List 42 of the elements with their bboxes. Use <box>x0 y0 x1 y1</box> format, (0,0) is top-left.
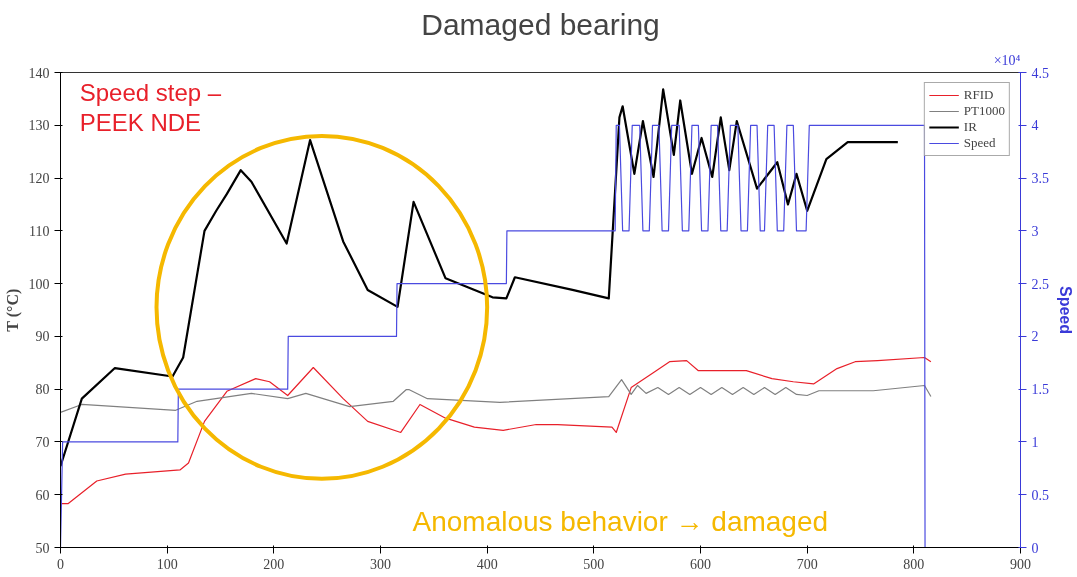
y2-tick-label: 3 <box>1031 223 1039 239</box>
y2-tick-label: 2 <box>1031 329 1039 345</box>
legend-label: PT1000 <box>963 103 1005 119</box>
y2-tick-label: 3.5 <box>1031 171 1049 187</box>
legend-label: IR <box>963 119 978 135</box>
y-tick-label: 60 <box>35 487 50 503</box>
y2-tick-label: 1 <box>1031 434 1039 450</box>
y-tick-label: 130 <box>28 118 50 134</box>
x-tick-label: 300 <box>370 556 391 572</box>
x-tick-label: 400 <box>476 556 498 572</box>
y-tick-label: 80 <box>35 382 50 398</box>
y-tick-label: 90 <box>35 329 50 345</box>
y2-tick-label: 1.5 <box>1031 382 1049 398</box>
x-tick-label: 900 <box>1010 556 1031 572</box>
annotation: Anomalous behavior → damaged <box>412 505 829 537</box>
y2-tick-label: 4 <box>1031 118 1039 134</box>
legend-label: RFID <box>963 87 994 103</box>
x-tick-label: 100 <box>156 556 178 572</box>
x-tick-label: 600 <box>690 556 711 572</box>
y2-tick-label: 4.5 <box>1031 65 1049 81</box>
y2-tick-label: 0.5 <box>1031 487 1049 503</box>
line-series <box>60 379 932 413</box>
x-tick-label: 200 <box>263 556 285 572</box>
x-tick-label: 500 <box>583 556 605 572</box>
y-axis-title: T (°C) <box>3 288 22 332</box>
y-tick-label: 140 <box>28 65 50 81</box>
text: ×10⁴ <box>993 52 1021 68</box>
y-tick-label: 70 <box>35 434 50 450</box>
line-series <box>60 356 932 505</box>
chart-title: Damaged bearing <box>421 7 660 41</box>
y2-tick-label: 0 <box>1031 540 1039 556</box>
legend-label: Speed <box>963 135 996 151</box>
y2-tick-label: 2.5 <box>1031 276 1049 292</box>
y-tick-label: 110 <box>29 223 50 239</box>
x-tick-label: 800 <box>903 556 925 572</box>
y-tick-label: 120 <box>28 171 50 187</box>
y-tick-label: 100 <box>28 276 50 292</box>
x-tick-label: 0 <box>57 556 64 572</box>
y2-axis-title: Speed <box>1057 285 1074 335</box>
x-tick-label: 700 <box>796 556 818 572</box>
annotation: Speed step – PEEK NDE <box>79 79 222 136</box>
y-tick-label: 50 <box>35 540 50 556</box>
